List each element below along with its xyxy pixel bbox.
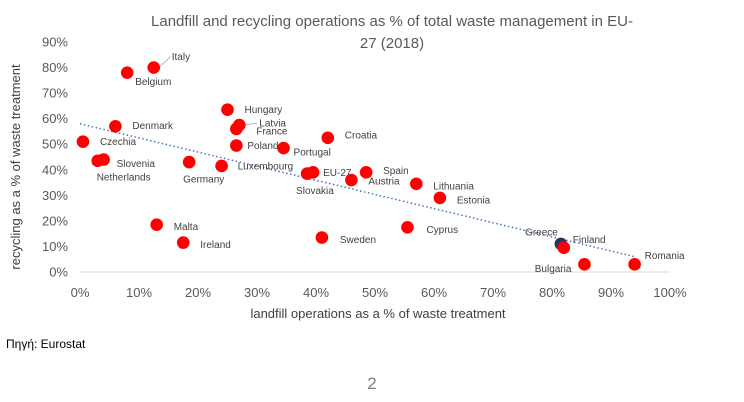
x-tick-label: 100% <box>653 285 687 300</box>
point-label: Bulgaria <box>535 264 572 275</box>
page-number: 2 <box>367 374 377 393</box>
chart-title-line-2: 27 (2018) <box>360 35 424 52</box>
point-label: Estonia <box>457 195 491 206</box>
y-tick-label: 40% <box>42 162 68 177</box>
point-label: Italy <box>172 52 190 63</box>
data-point-ireland <box>176 236 190 249</box>
x-tick-label: 20% <box>185 285 211 300</box>
point-label: Lithuania <box>433 181 474 192</box>
chart-title: Landfill and recycling operations as % o… <box>151 13 633 52</box>
point-label: Denmark <box>132 121 174 132</box>
data-point-germany <box>182 155 196 169</box>
data-point-croatia <box>321 131 335 145</box>
point-label: Latvia <box>259 119 286 130</box>
x-tick-label: 40% <box>303 285 329 300</box>
x-tick-label: 80% <box>539 285 565 300</box>
point-label: Belgium <box>135 77 171 88</box>
data-point-lithuania <box>410 177 423 191</box>
chart-title-line-1: Landfill and recycling operations as % o… <box>151 13 633 30</box>
data-point-netherlands <box>91 154 104 168</box>
point-label: Finland <box>573 235 606 246</box>
point-label: Malta <box>174 222 199 233</box>
point-label: Germany <box>183 175 224 186</box>
point-label: Sweden <box>340 235 376 246</box>
leader-line <box>243 122 258 126</box>
x-axis-label: landfill operations as a % of waste trea… <box>250 306 505 321</box>
data-point-malta <box>150 218 163 232</box>
leader-line <box>158 56 172 68</box>
point-label: Ireland <box>200 240 231 251</box>
y-tick-label: 60% <box>42 111 68 126</box>
point-label: Slovakia <box>296 186 334 197</box>
x-tick-label: 30% <box>244 285 270 300</box>
trendline <box>79 123 635 258</box>
data-point-italy <box>147 61 161 74</box>
point-label: Cyprus <box>426 225 458 236</box>
point-label: EU-27 <box>323 168 352 179</box>
point-label: Netherlands <box>97 172 151 183</box>
data-point-eu-27 <box>300 167 314 180</box>
data-point-hungary <box>221 103 234 117</box>
data-points <box>76 61 641 271</box>
y-tick-label: 70% <box>42 86 68 101</box>
data-point-czechia <box>76 135 90 148</box>
x-tick-label: 60% <box>421 285 447 300</box>
data-point-denmark <box>109 120 122 133</box>
point-label: Luxembourg <box>238 161 294 172</box>
y-tick-label: 20% <box>42 213 68 228</box>
y-axis-label: recycling as a % of waste treatment <box>8 64 23 270</box>
data-point-luxembourg <box>215 159 228 173</box>
y-tick-label: 30% <box>42 188 68 203</box>
source-note: Πηγή: Eurostat <box>6 337 86 351</box>
data-point-cyprus <box>401 220 414 234</box>
point-label: France <box>256 126 288 137</box>
y-tick-label: 50% <box>42 137 68 152</box>
data-point-finland <box>557 241 571 255</box>
point-label: Greece <box>525 227 558 238</box>
x-tick-label: 0% <box>71 285 90 300</box>
x-axis-ticks: 0% 10% 20% 30% 40% 50% 60% 70% 80% 90% 100% <box>71 285 687 300</box>
x-tick-label: 70% <box>480 285 506 300</box>
data-point-belgium <box>120 66 134 79</box>
x-tick-label: 10% <box>126 285 152 300</box>
point-label: Hungary <box>245 105 283 116</box>
y-tick-label: 90% <box>42 35 68 50</box>
point-label: Czechia <box>100 137 137 148</box>
data-point-poland <box>230 139 243 152</box>
data-point-sweden <box>315 231 329 244</box>
data-point-romania <box>628 258 641 271</box>
x-tick-label: 50% <box>362 285 388 300</box>
point-label: Austria <box>368 177 400 188</box>
scatter-chart: Landfill and recycling operations as % o… <box>8 13 687 321</box>
x-tick-label: 90% <box>598 285 624 300</box>
data-point-austria <box>345 173 358 187</box>
y-tick-label: 80% <box>42 60 68 75</box>
y-tick-label: 10% <box>42 239 68 254</box>
point-label: Spain <box>383 166 409 177</box>
point-label: Romania <box>645 251 685 262</box>
point-label: Portugal <box>294 148 331 159</box>
data-point-bulgaria <box>578 258 591 271</box>
data-point-spain <box>359 166 373 179</box>
y-axis-ticks: 0% 10% 20% 30% 40% 50% 60% 70% 80% 90% <box>42 35 68 280</box>
data-point-france <box>230 122 243 136</box>
data-point-estonia <box>433 191 447 205</box>
y-tick-label: 0% <box>49 265 68 280</box>
data-point-portugal <box>277 141 290 155</box>
point-label: Croatia <box>345 130 378 141</box>
point-label: Slovenia <box>117 159 156 170</box>
point-label: Poland <box>247 141 278 152</box>
